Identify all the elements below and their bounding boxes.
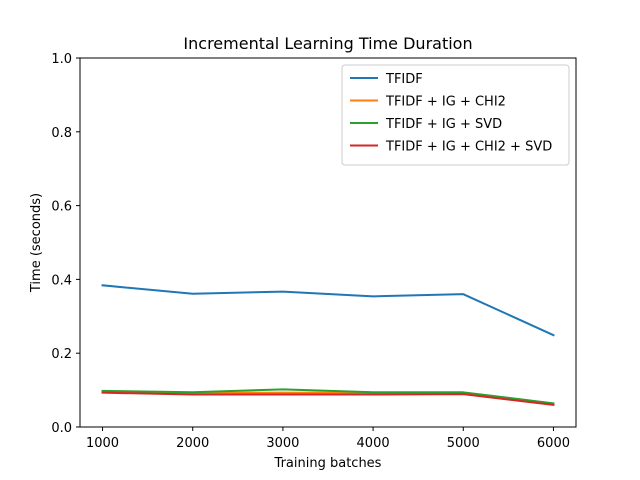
legend-label-1: TFIDF — [385, 72, 423, 87]
x-tick-label: 2000 — [176, 436, 209, 451]
x-tick-label: 4000 — [357, 436, 390, 451]
series-line-3 — [101, 388, 555, 405]
y-tick-label: 1.0 — [51, 52, 72, 67]
y-tick-label: 0.8 — [51, 126, 72, 141]
x-tick-label: 5000 — [447, 436, 480, 451]
legend-label-2: TFIDF + IG + CHI2 — [385, 95, 506, 110]
plot-lines — [101, 284, 555, 406]
y-axis-ticks: 0.0 0.2 0.4 0.6 0.8 1.0 — [51, 52, 80, 436]
y-tick-label: 0.6 — [51, 200, 72, 215]
y-tick-label: 0.4 — [51, 273, 72, 288]
x-axis-ticks: 1000 2000 3000 4000 5000 6000 — [86, 427, 570, 451]
x-axis-label: Training batches — [274, 456, 382, 471]
legend: TFIDF TFIDF + IG + CHI2 TFIDF + IG + SVD TF… — [341, 64, 570, 166]
chart-title: Incremental Learning Time Duration — [183, 34, 472, 53]
y-tick-label: 0.2 — [51, 347, 72, 362]
series-line-4 — [101, 391, 555, 406]
legend-box — [341, 64, 570, 166]
x-tick-label: 1000 — [86, 436, 119, 451]
y-tick-label: 0.0 — [51, 421, 72, 436]
legend-label-3: TFIDF + IG + SVD — [385, 117, 502, 132]
plot-frame — [79, 57, 577, 428]
x-tick-label: 6000 — [537, 436, 570, 451]
series-line-1 — [101, 284, 555, 337]
y-axis-label: Time (seconds) — [29, 193, 44, 293]
x-tick-label: 3000 — [266, 436, 299, 451]
legend-label-4: TFIDF + IG + CHI2 + SVD — [385, 140, 552, 155]
